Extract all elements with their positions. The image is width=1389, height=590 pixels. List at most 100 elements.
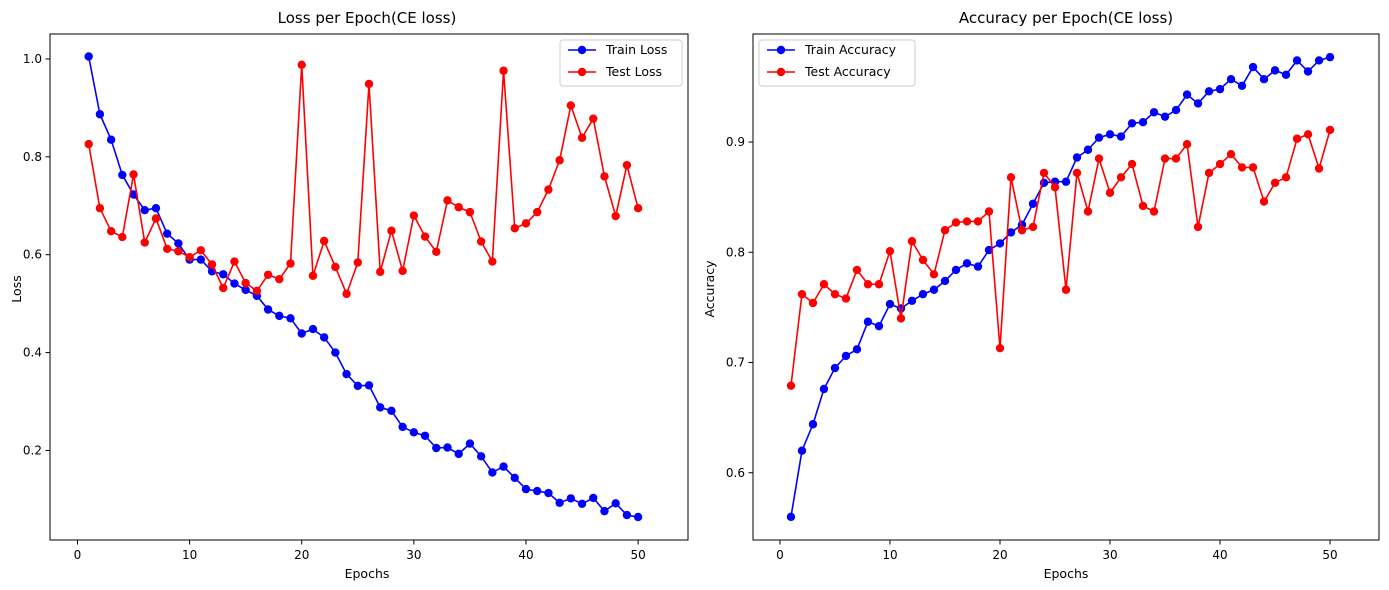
loss-point-train-loss [353, 381, 362, 391]
accuracy-x-tick-label: 40 [1212, 548, 1227, 562]
accuracy-point-test-accuracy [1160, 154, 1170, 163]
loss-y-tick-label: 0.4 [23, 346, 42, 360]
accuracy-axes-frame [752, 33, 1380, 541]
loss-point-test-loss [432, 247, 441, 256]
accuracy-y-tick-label: 0.9 [726, 135, 745, 149]
accuracy-point-test-accuracy [940, 226, 950, 235]
accuracy-point-test-accuracy [1270, 178, 1280, 188]
loss-point-train-loss [140, 205, 149, 215]
loss-point-train-loss [443, 443, 452, 452]
loss-point-train-loss [376, 403, 385, 412]
loss-point-test-loss [544, 185, 553, 194]
loss-point-test-loss [342, 289, 351, 299]
loss-point-test-loss [118, 232, 127, 242]
loss-point-test-loss [263, 270, 273, 279]
loss-point-test-loss [207, 260, 217, 269]
loss-axes-frame [49, 33, 689, 541]
loss-point-test-loss [275, 274, 284, 284]
accuracy-point-train-accuracy [973, 262, 983, 271]
accuracy-point-train-accuracy [1127, 119, 1137, 128]
accuracy-point-test-accuracy [1061, 285, 1071, 294]
accuracy-point-test-accuracy [907, 237, 917, 246]
loss-x-tick-label: 50 [630, 548, 645, 562]
accuracy-point-test-accuracy [1325, 125, 1335, 135]
loss-point-train-loss [398, 422, 407, 432]
accuracy-x-tick-label: 20 [992, 548, 1007, 562]
loss-point-train-loss [510, 473, 519, 483]
accuracy-point-test-accuracy [1050, 183, 1060, 192]
loss-y-axis-label: Loss [9, 275, 24, 302]
loss-point-train-loss [275, 311, 284, 321]
loss-legend-box [559, 39, 683, 87]
loss-point-train-loss [106, 135, 116, 144]
loss-point-train-loss [319, 333, 329, 342]
loss-point-test-loss [566, 101, 576, 110]
loss-y-tick-label: 1.0 [23, 52, 42, 66]
accuracy-point-test-accuracy [1072, 168, 1082, 178]
accuracy-legend-test-label: Test Accuracy [804, 64, 891, 79]
loss-point-test-loss [196, 246, 206, 255]
accuracy-point-test-accuracy [1149, 207, 1159, 216]
loss-point-test-loss [532, 207, 542, 217]
accuracy-point-test-accuracy [808, 298, 818, 308]
loss-point-train-loss [151, 204, 161, 213]
loss-x-axis-label: Epochs [345, 566, 390, 581]
loss-legend-train-marker [577, 45, 587, 55]
loss-point-test-loss [409, 211, 419, 220]
accuracy-point-train-accuracy [1094, 133, 1104, 142]
accuracy-point-test-accuracy [918, 255, 928, 265]
accuracy-point-test-accuracy [1116, 173, 1126, 182]
accuracy-point-train-accuracy [830, 363, 840, 373]
accuracy-point-train-accuracy [1072, 153, 1082, 162]
accuracy-point-train-accuracy [1138, 117, 1148, 127]
accuracy-point-test-accuracy [995, 343, 1005, 353]
loss-point-train-loss [600, 506, 609, 516]
loss-point-train-loss [454, 449, 463, 459]
accuracy-point-train-accuracy [841, 351, 851, 361]
loss-legend-test-label: Test Loss [605, 64, 662, 79]
accuracy-x-axis-label: Epochs [1044, 566, 1089, 581]
loss-y-tick-label: 0.6 [23, 248, 42, 262]
loss-point-train-loss [555, 498, 564, 508]
accuracy-point-train-accuracy [1215, 84, 1225, 94]
accuracy-point-test-accuracy [1083, 207, 1093, 216]
accuracy-point-train-accuracy [797, 446, 807, 455]
loss-point-test-loss [376, 267, 385, 277]
loss-point-test-loss [600, 172, 609, 181]
accuracy-point-test-accuracy [962, 217, 972, 226]
accuracy-y-tick-label: 0.6 [726, 466, 745, 480]
accuracy-point-test-accuracy [1171, 154, 1181, 163]
accuracy-point-train-accuracy [1270, 66, 1280, 75]
accuracy-point-train-accuracy [786, 512, 796, 522]
accuracy-point-test-accuracy [1292, 134, 1302, 143]
accuracy-point-train-accuracy [929, 285, 939, 294]
accuracy-point-test-accuracy [1259, 197, 1269, 206]
accuracy-point-test-accuracy [1127, 159, 1137, 169]
loss-point-train-loss [230, 279, 239, 288]
loss-point-train-loss [162, 229, 172, 238]
accuracy-point-test-accuracy [797, 289, 807, 299]
loss-point-test-loss [252, 286, 262, 296]
accuracy-point-train-accuracy [951, 265, 961, 275]
accuracy-point-train-accuracy [1061, 177, 1071, 186]
loss-point-train-loss [488, 468, 497, 477]
loss-y-tick-label: 0.2 [23, 443, 42, 457]
accuracy-point-test-accuracy [973, 217, 983, 226]
loss-point-train-loss [465, 439, 475, 448]
loss-point-test-loss [151, 214, 161, 223]
loss-point-train-loss [420, 431, 430, 440]
loss-point-test-loss [219, 283, 228, 293]
loss-series-line-train-loss [87, 56, 639, 518]
loss-point-train-loss [241, 285, 250, 295]
accuracy-point-test-accuracy [1303, 130, 1313, 139]
accuracy-point-test-accuracy [1281, 173, 1291, 182]
loss-point-test-loss [443, 196, 452, 205]
accuracy-point-train-accuracy [1083, 145, 1093, 154]
loss-point-test-loss [488, 257, 497, 266]
loss-point-train-loss [297, 329, 306, 338]
accuracy-point-train-accuracy [1314, 56, 1324, 65]
accuracy-point-train-accuracy [1259, 75, 1269, 84]
loss-point-test-loss [611, 211, 620, 221]
loss-point-test-loss [241, 278, 250, 288]
